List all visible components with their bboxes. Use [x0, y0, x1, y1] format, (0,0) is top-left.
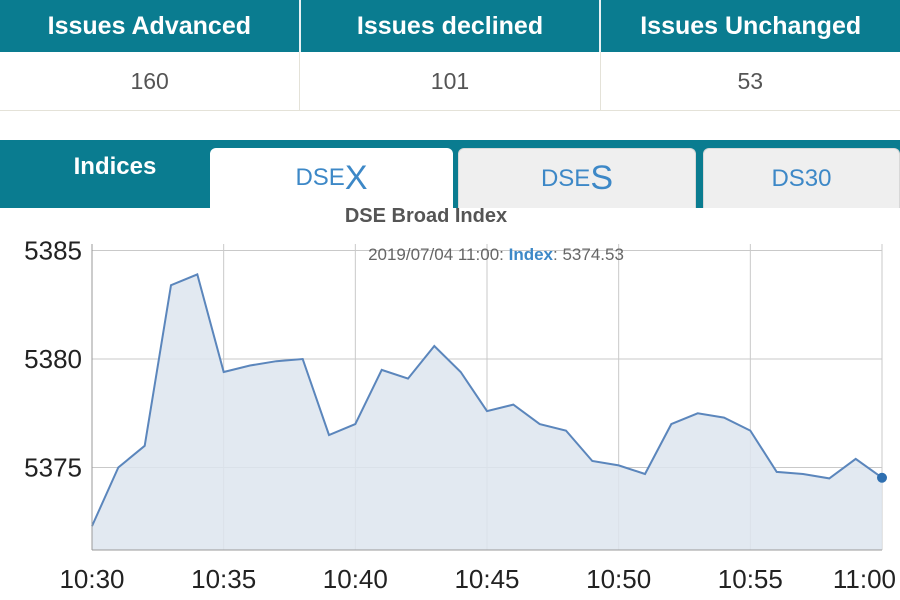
tab-dses[interactable]: DSE S — [458, 148, 696, 208]
header-issues-unchanged: Issues Unchanged — [640, 11, 862, 40]
tab-dsex-prefix: DSE — [295, 164, 345, 191]
x-tick-label: 10:45 — [454, 564, 519, 594]
chart-title: DSE Broad Index — [345, 208, 507, 227]
chart-panel: 10:30 10:35 10:40 10:45 10:50 10:55 11:00 5385 5… — [0, 208, 900, 600]
x-tick-label: 10:50 — [586, 564, 651, 594]
tooltip-time: 2019/07/04 11:00 — [368, 245, 499, 264]
data-point — [273, 358, 279, 364]
header-issues-declined: Issues declined — [301, 0, 602, 52]
indices-label: Indices — [73, 153, 157, 180]
data-point — [405, 376, 411, 382]
header-issues-advanced: Issues Advanced — [0, 0, 301, 52]
summary-header-row: Issues Advanced Issues declined Issues U… — [0, 0, 900, 52]
data-point — [247, 363, 253, 369]
data-point — [300, 356, 306, 362]
data-point — [168, 282, 174, 288]
data-point — [221, 369, 227, 375]
data-point — [721, 415, 727, 421]
x-tick-label: 10:40 — [323, 564, 388, 594]
tab-dses-suffix: S — [590, 159, 614, 197]
data-point — [142, 443, 148, 449]
tooltip-label: Index — [509, 245, 554, 264]
data-point — [458, 369, 464, 375]
tab-dsex-suffix: X — [344, 158, 368, 197]
index-series-line — [91, 273, 883, 527]
data-point — [431, 343, 437, 349]
index-series-points — [115, 271, 887, 483]
data-point — [537, 421, 543, 427]
tab-dsex[interactable]: DSE X — [210, 148, 453, 208]
data-point — [379, 367, 385, 373]
y-tick-label: 5385 — [24, 236, 82, 266]
data-point — [563, 428, 569, 434]
data-point — [826, 475, 832, 481]
tab-dses-prefix: DSE — [540, 164, 591, 192]
data-point — [194, 271, 200, 277]
chart-axes: 10:30 10:35 10:40 10:45 10:50 10:55 11:00 5385 5… — [24, 236, 896, 594]
value-issues-unchanged: 53 — [737, 67, 764, 94]
data-point — [774, 469, 780, 475]
highlighted-data-point[interactable] — [877, 472, 887, 483]
data-point — [616, 462, 622, 468]
tooltip-value: 5374.53 — [562, 245, 623, 264]
y-tick-label: 5375 — [24, 453, 82, 483]
data-point — [484, 408, 490, 414]
x-tick-label: 11:00 — [833, 564, 896, 594]
tab-ds30-label: DS30 — [771, 164, 832, 192]
chart-tooltip: 2019/07/04 11:00: Index: 5374.53 — [368, 245, 624, 264]
data-point — [853, 456, 859, 462]
data-point — [352, 421, 358, 427]
data-point — [747, 428, 753, 434]
tab-ds30[interactable]: DS30 — [703, 148, 900, 208]
data-point — [326, 432, 332, 438]
x-tick-label: 10:35 — [191, 564, 256, 594]
data-point — [642, 471, 648, 477]
index-area-fill — [92, 274, 882, 550]
data-point — [510, 402, 516, 408]
value-issues-declined: 101 — [300, 52, 601, 110]
data-point — [589, 458, 595, 464]
value-issues-advanced: 160 — [0, 52, 301, 110]
data-point — [800, 471, 806, 477]
y-tick-label: 5380 — [24, 344, 82, 374]
summary-values-row: 160 101 53 — [0, 52, 900, 111]
data-point — [668, 421, 674, 427]
x-tick-label: 10:30 — [59, 564, 124, 594]
index-chart: 10:30 10:35 10:40 10:45 10:50 10:55 11:00 5385 5… — [24, 208, 896, 594]
data-point — [695, 410, 701, 416]
data-point — [115, 465, 121, 471]
x-tick-label: 10:55 — [718, 564, 783, 594]
